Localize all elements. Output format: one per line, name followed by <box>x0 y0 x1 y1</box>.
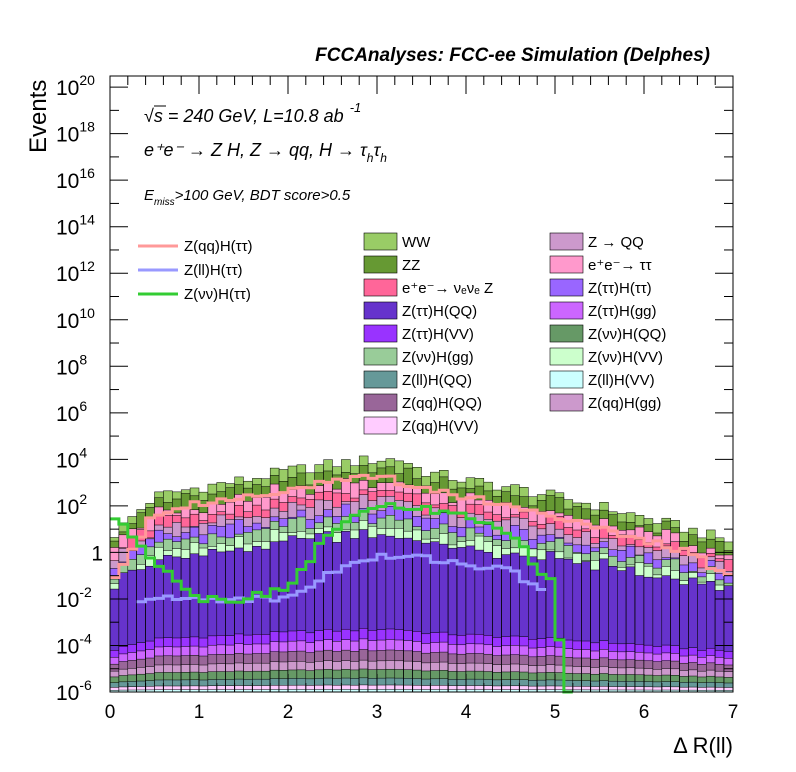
y-tick-label: 1010 <box>56 305 95 333</box>
x-tick-label: 4 <box>461 702 472 723</box>
legend-swatch <box>363 324 398 343</box>
legend-swatch <box>363 393 398 412</box>
legend-label: e⁺e⁻→ ττ <box>588 257 652 274</box>
legend-label: Z(νν)H(ττ) <box>184 286 251 303</box>
y-tick-label: 1012 <box>56 258 95 286</box>
legend-stack: WW ZZ e⁺e⁻→ νₑνₑ Z Z(ττ)H(QQ) Z(ττ)H(VV) Z(νν… <box>363 232 666 435</box>
legend-swatch <box>363 301 398 320</box>
x-tick-label: 0 <box>105 702 116 723</box>
y-tick-label: 10-4 <box>56 630 92 658</box>
legend-swatch <box>549 255 584 274</box>
legend-label: Z(νν)H(QQ) <box>588 326 666 343</box>
legend-swatch <box>549 347 584 366</box>
chart-title: FCCAnalyses: FCC-ee Simulation (Delphes) <box>315 45 710 66</box>
x-axis-title: Δ R(ll) <box>673 733 733 758</box>
annotation-energy: √s = 240 GeV, L=10.8 ab -1 <box>144 100 361 126</box>
legend-swatch <box>363 347 398 366</box>
signal-line-Z-qq-H- <box>110 473 733 579</box>
legend-swatch <box>549 393 584 412</box>
legend-label: Z(qq)H(VV) <box>402 418 479 435</box>
x-tick-label: 5 <box>550 702 561 723</box>
legend-label: ZZ <box>402 257 420 274</box>
legend-label: Z(qq)H(QQ) <box>402 395 482 412</box>
y-tick-label: 102 <box>56 491 87 519</box>
x-tick-label: 2 <box>283 702 294 723</box>
legend-swatch <box>549 278 584 297</box>
legend-label: Z(ll)H(ττ) <box>184 262 243 279</box>
legend-swatch <box>363 232 398 251</box>
legend-signal: Z(qq)H(ττ) Z(ll)H(ττ) Z(νν)H(ττ) <box>138 238 253 303</box>
legend-swatch <box>363 370 398 389</box>
y-tick-label: 1014 <box>56 212 95 240</box>
x-axis: 0 1 2 3 4 5 6 7 <box>105 76 739 723</box>
y-tick-label: 1018 <box>56 119 95 147</box>
legend-label: Z(ll)H(QQ) <box>402 372 472 389</box>
stacked-histogram <box>109 455 734 693</box>
plot-frame <box>109 75 734 693</box>
y-tick-label: 104 <box>56 444 87 472</box>
y-axis-title: Events <box>25 80 52 153</box>
y-tick-label: 1020 <box>56 72 95 100</box>
annotation-selection: Emiss>100 GeV, BDT score>0.5 <box>144 187 351 208</box>
x-tick-label: 3 <box>372 702 383 723</box>
legend-swatch <box>549 232 584 251</box>
legend-swatch <box>363 278 398 297</box>
legend-label: Z → QQ <box>588 234 644 251</box>
x-tick-label: 6 <box>639 702 650 723</box>
legend-label: Z(qq)H(ττ) <box>184 238 253 255</box>
legend-label: Z(νν)H(gg) <box>402 349 474 366</box>
legend-label: Z(ll)H(VV) <box>588 372 655 389</box>
legend-label: Z(ττ)H(QQ) <box>402 303 477 320</box>
legend-label: Z(qq)H(gg) <box>588 395 661 412</box>
legend-label: Z(ττ)H(VV) <box>402 326 474 343</box>
x-tick-label: 7 <box>728 702 739 723</box>
legend-swatch <box>549 301 584 320</box>
signal-line-Z-H- <box>110 502 573 694</box>
legend-swatch <box>363 255 398 274</box>
legend-label: e⁺e⁻→ νₑνₑ Z <box>402 280 493 297</box>
y-tick-label: 10-2 <box>56 584 92 612</box>
legend-swatch <box>549 324 584 343</box>
y-tick-label: 10-6 <box>56 677 92 705</box>
annotation-process: e⁺e⁻ → Z H, Z → qq, H → τhτh <box>144 140 387 165</box>
legend-label: Z(ττ)H(gg) <box>588 303 657 320</box>
y-tick-label: 1 <box>91 542 103 565</box>
legend-swatch <box>363 416 398 435</box>
x-tick-label: 1 <box>194 702 205 723</box>
legend-label: Z(νν)H(VV) <box>588 349 663 366</box>
signal-histograms <box>110 473 733 694</box>
legend-label: WW <box>402 234 431 251</box>
y-tick-label: 1016 <box>56 165 95 193</box>
y-tick-label: 108 <box>56 351 87 379</box>
legend-label: Z(ττ)H(ττ) <box>588 280 652 297</box>
y-tick-label: 106 <box>56 398 87 426</box>
legend-swatch <box>549 370 584 389</box>
